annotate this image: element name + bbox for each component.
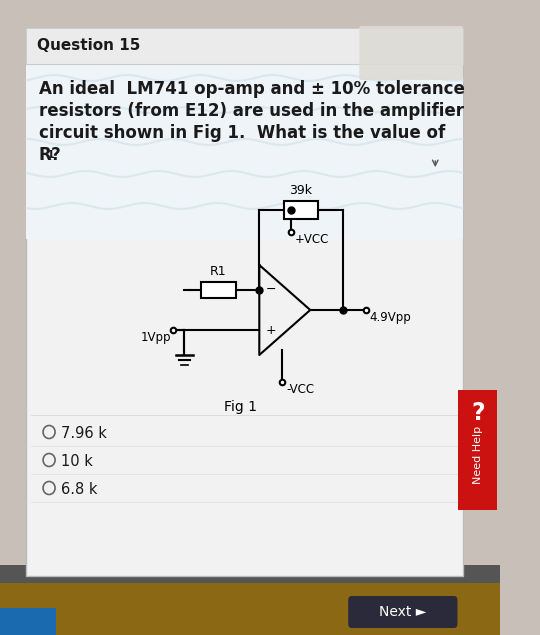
FancyBboxPatch shape [359, 26, 463, 80]
Text: 1Vpp: 1Vpp [141, 331, 171, 344]
Text: Next ►: Next ► [379, 605, 427, 619]
Bar [0, 580, 500, 635]
Text: resistors (from E12) are used in the amplifier: resistors (from E12) are used in the amp… [39, 102, 464, 120]
Bar [26, 28, 463, 64]
Bar [284, 201, 318, 219]
Bar [458, 390, 497, 510]
Text: +: + [266, 324, 276, 337]
FancyBboxPatch shape [348, 596, 457, 628]
Text: 1: 1 [47, 150, 55, 160]
Text: −: − [266, 283, 276, 297]
Text: R: R [39, 146, 52, 164]
Text: Need Help: Need Help [473, 426, 483, 484]
Text: ?: ? [471, 401, 485, 425]
Text: 6.8 k: 6.8 k [61, 481, 98, 497]
Text: Fig 1: Fig 1 [224, 400, 257, 414]
Text: -VCC: -VCC [286, 383, 314, 396]
Text: Question 15: Question 15 [37, 39, 140, 53]
Text: 7.96 k: 7.96 k [61, 425, 107, 441]
Text: circuit shown in Fig 1.  What is the value of: circuit shown in Fig 1. What is the valu… [39, 124, 445, 142]
Text: ?: ? [51, 146, 60, 164]
Text: 39k: 39k [289, 184, 313, 197]
FancyBboxPatch shape [26, 28, 463, 576]
Bar [26, 64, 463, 239]
Text: An ideal  LM741 op-amp and ± 10% tolerance: An ideal LM741 op-amp and ± 10% toleranc… [39, 80, 465, 98]
Bar [0, 565, 500, 583]
Text: 10 k: 10 k [61, 453, 93, 469]
Text: 4.9Vpp: 4.9Vpp [369, 311, 411, 324]
Bar [0, 608, 56, 635]
Text: +VCC: +VCC [295, 233, 329, 246]
Text: R1: R1 [210, 265, 227, 277]
Bar [201, 282, 236, 298]
